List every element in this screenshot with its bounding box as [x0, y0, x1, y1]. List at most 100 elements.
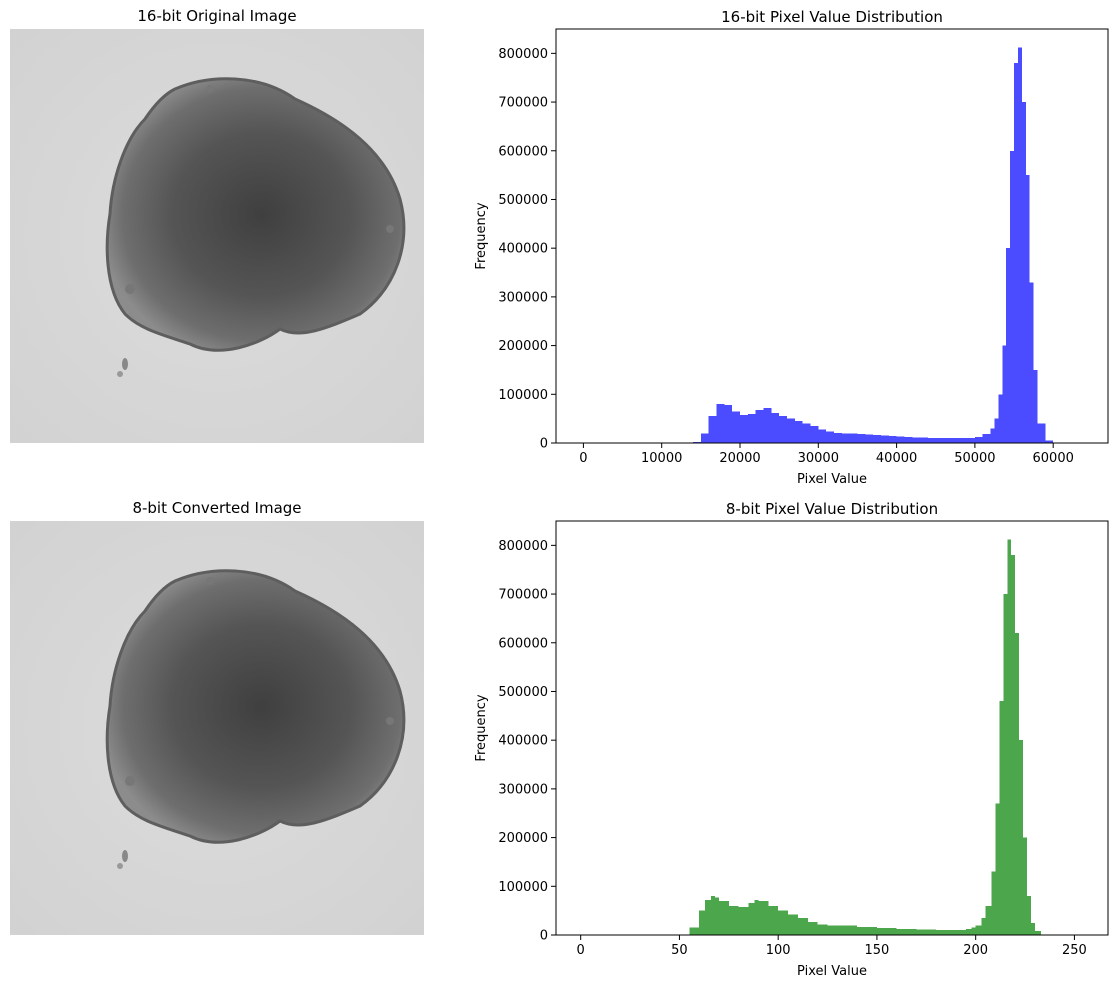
hist-bar [1014, 63, 1018, 443]
hist-bar [896, 929, 917, 935]
hist-bar [1003, 594, 1008, 935]
hist-bar [802, 423, 811, 443]
y-tick-label: 700000 [498, 588, 548, 603]
hist-bar [833, 432, 842, 443]
hist-bar [955, 929, 966, 935]
hist-bar [975, 925, 982, 935]
hist-bar [991, 871, 996, 935]
hist-bar [768, 905, 779, 935]
hist-bar [1002, 345, 1007, 443]
hist-bar [810, 425, 819, 443]
hist-bar [1007, 539, 1012, 935]
hist-bar [740, 414, 748, 443]
y-tick-label: 200000 [498, 339, 548, 354]
hist-bar [732, 411, 740, 443]
axes-frame [555, 28, 1109, 444]
hist-bar [1037, 423, 1046, 443]
x-tick-label: 0 [577, 943, 585, 958]
hist-bar [718, 900, 729, 935]
hist-bar [873, 435, 881, 443]
hist-bar [982, 434, 991, 443]
hist-bar [999, 701, 1004, 935]
y-tick-label: 300000 [498, 782, 548, 797]
chart-title: 8-bit Pixel Value Distribution [726, 500, 938, 518]
x-tick-label: 20000 [719, 451, 760, 466]
x-tick-label: 60000 [1033, 451, 1074, 466]
x-tick-label: 250 [1062, 943, 1087, 958]
x-tick-label: 0 [579, 451, 587, 466]
y-tick-label: 800000 [498, 47, 548, 62]
hist-bar [1015, 633, 1020, 935]
x-tick-label: 10000 [641, 451, 682, 466]
axes-frame [555, 520, 1109, 936]
hist-bar [716, 404, 725, 443]
x-axis-label: Pixel Value [797, 964, 867, 979]
hist-bar [1045, 440, 1054, 443]
hist-bar [927, 437, 936, 443]
hist-bar [971, 927, 976, 935]
hist-bar [876, 928, 897, 935]
y-tick-label: 300000 [498, 290, 548, 305]
y-tick-label: 400000 [498, 734, 548, 749]
y-tick-label: 700000 [498, 96, 548, 111]
y-tick-label: 100000 [498, 388, 548, 403]
y-tick-label: 200000 [498, 831, 548, 846]
y-tick-label: 100000 [498, 880, 548, 895]
hist-bar [1010, 150, 1015, 443]
hist-bar [995, 803, 1000, 935]
hist-bar [754, 899, 759, 935]
image-top-title: 16-bit Original Image [137, 7, 297, 25]
hist-bar [738, 906, 749, 935]
hist-bar [807, 921, 818, 935]
y-tick-label: 500000 [498, 685, 548, 700]
x-tick-label: 100 [766, 943, 791, 958]
hist-bar [724, 405, 733, 443]
hist-bar [857, 927, 877, 935]
hist-bar [959, 438, 968, 443]
hist-bar [794, 421, 803, 443]
hist-bar [771, 412, 780, 443]
hist-bar [936, 930, 956, 935]
x-tick-label: 30000 [798, 451, 839, 466]
y-tick-label: 600000 [498, 144, 548, 159]
hist-bar [920, 437, 928, 443]
hist-bar [880, 435, 889, 443]
hist-bar [755, 409, 764, 443]
hist-bar [1019, 740, 1024, 935]
hist-bar [700, 433, 709, 443]
hist-bar [1006, 248, 1011, 443]
y-axis-label: Frequency [474, 694, 489, 761]
hist-bar [1027, 896, 1031, 935]
x-tick-label: 200 [963, 943, 988, 958]
hist-bar [747, 413, 756, 443]
hist-bar [916, 929, 937, 935]
hist-bar [758, 900, 769, 935]
hist-bar [841, 433, 850, 443]
hist-bar [912, 437, 921, 443]
y-tick-label: 800000 [498, 539, 548, 554]
hist-bar [817, 924, 828, 935]
x-tick-label: 40000 [876, 451, 917, 466]
hist-bar [714, 897, 719, 935]
hist-bar [1030, 922, 1035, 935]
x-axis-label: Pixel Value [797, 472, 867, 487]
hist-bar [1017, 47, 1022, 443]
y-tick-label: 0 [540, 929, 548, 944]
hist-bar [985, 905, 992, 935]
micrograph-converted [10, 521, 424, 935]
hist-bar [705, 899, 712, 935]
hist-bar [1011, 555, 1016, 935]
hist-bar [974, 437, 983, 443]
chart-title: 16-bit Pixel Value Distribution [721, 8, 943, 26]
hist-bar [763, 407, 772, 443]
x-tick-label: 50 [671, 943, 688, 958]
y-tick-label: 0 [540, 437, 548, 452]
y-tick-label: 500000 [498, 193, 548, 208]
hist-bar [849, 433, 858, 443]
hist-bar [965, 929, 972, 935]
hist-bar [778, 910, 789, 935]
hist-bar [888, 436, 897, 443]
hist-bar [786, 418, 795, 443]
y-tick-label: 400000 [498, 242, 548, 257]
